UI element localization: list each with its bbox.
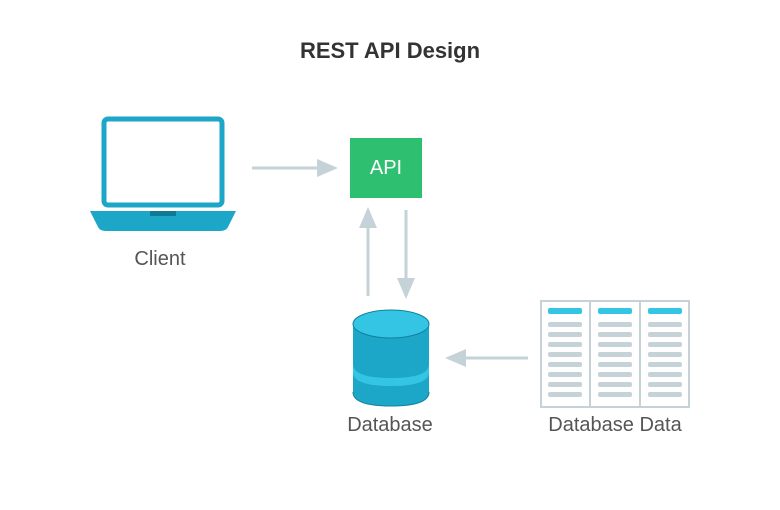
arrow-data-to-db <box>0 0 780 510</box>
